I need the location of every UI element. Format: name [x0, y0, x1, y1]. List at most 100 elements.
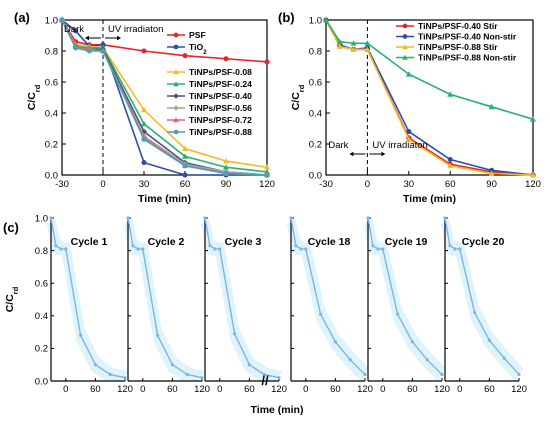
- x-tick-label: 0: [217, 384, 222, 395]
- x-tick-label: 120: [194, 384, 210, 395]
- series-1: [59, 17, 270, 65]
- x-tick-label: 0: [380, 384, 385, 395]
- data-point: [182, 53, 188, 59]
- legend-swatch-marker: [173, 129, 179, 135]
- cycle-label: Cycle 19: [385, 236, 428, 248]
- y-tick-label: 0.2: [35, 344, 48, 355]
- legend-entry: TiNPs/PSF-0.24: [167, 79, 252, 89]
- x-tick-label: 120: [511, 384, 527, 395]
- legend-swatch-marker: [173, 81, 179, 87]
- data-point: [323, 17, 329, 23]
- y-tick-label: 0.8: [45, 46, 58, 57]
- x-tick-label: 30: [404, 179, 415, 190]
- axis-break-mark: //: [261, 373, 269, 388]
- data-point: [319, 312, 323, 316]
- data-point: [79, 333, 83, 337]
- legend-label: TiNPs/PSF-0.56: [189, 103, 252, 113]
- data-point: [182, 145, 188, 152]
- data-point: [182, 163, 188, 169]
- x-tick-label: 120: [259, 179, 275, 190]
- legend-swatch-marker: [173, 32, 179, 38]
- y-tick-label: 0.4: [309, 108, 322, 119]
- data-point: [59, 17, 65, 23]
- plot-frame: [325, 19, 534, 176]
- y-tick-label: 1.0: [35, 213, 48, 224]
- data-point: [108, 372, 112, 377]
- cycle-subplot: 0 60 120 Cycle 2: [124, 216, 210, 395]
- data-point: [447, 162, 454, 169]
- data-point: [299, 247, 303, 251]
- legend-swatch-marker: [173, 117, 179, 123]
- data-point: [100, 42, 106, 48]
- cycle-label: Cycle 18: [308, 236, 351, 248]
- data-point: [208, 244, 212, 248]
- data-point: [289, 216, 293, 220]
- y-tick-label: 0.0: [35, 376, 48, 387]
- data-point: [200, 376, 204, 380]
- y-tick-label: 0.4: [35, 311, 48, 322]
- data-point: [440, 372, 444, 377]
- data-point: [363, 372, 367, 377]
- y-tick-label: 0.0: [45, 170, 58, 181]
- y-tick-label: 0.8: [309, 46, 322, 57]
- x-tick-label: 60: [244, 384, 255, 395]
- data-point: [453, 247, 457, 251]
- legend-label: TiNPs/PSF-0.24: [189, 79, 252, 89]
- x-tick-label: 120: [525, 179, 541, 190]
- data-point: [126, 216, 130, 220]
- x-tick-label: 60: [180, 179, 191, 190]
- data-point: [182, 172, 188, 178]
- series-8: [59, 17, 270, 178]
- data-point: [304, 247, 308, 251]
- data-point: [123, 376, 127, 380]
- data-point: [517, 372, 521, 377]
- y-tick-label: 0.6: [35, 279, 48, 290]
- data-point: [264, 164, 270, 170]
- data-point: [141, 48, 147, 54]
- series-line: [61, 19, 267, 176]
- cycle-subplot: 0 60 120 Cycle 3: [201, 216, 287, 395]
- x-tick-label: 120: [434, 384, 450, 395]
- y-tick-label: 0.4: [45, 108, 58, 119]
- data-point: [223, 158, 229, 164]
- y-tick-label: 1.0: [309, 15, 322, 26]
- data-point: [156, 333, 160, 337]
- x-tick-label: 60: [484, 384, 495, 395]
- x-tick-label: 60: [167, 384, 178, 395]
- legend-label: TiNPs/PSF-0.08: [189, 67, 252, 77]
- data-point: [350, 46, 357, 52]
- panel-a: -30 0 30 60 90 120 0.0 0.2 0.4 0.6 0.8 1.0 Time (min…: [14, 10, 275, 205]
- data-point: [488, 103, 495, 110]
- data-point: [49, 216, 53, 220]
- panel-label: (b): [278, 10, 295, 25]
- data-point: [458, 247, 462, 251]
- data-point: [213, 247, 217, 251]
- data-point: [264, 59, 270, 65]
- data-point: [348, 358, 352, 362]
- x-tick-label: -30: [319, 179, 333, 190]
- data-point: [182, 153, 188, 159]
- legend-label: TiO2: [189, 42, 207, 56]
- legend-entry: TiNPs/PSF-0.08: [167, 67, 252, 77]
- uv-arrowhead: [381, 151, 386, 157]
- x-tick-label: 0: [100, 179, 105, 190]
- dark-arrowhead: [349, 151, 354, 157]
- x-tick-label: 0: [63, 384, 68, 395]
- legend-label: TiNPs/PSF-0.88 Stir: [418, 42, 498, 52]
- legend-label: PSF: [189, 30, 206, 40]
- data-point: [59, 247, 63, 251]
- legend-swatch-marker: [402, 34, 408, 39]
- series-line: [325, 19, 534, 120]
- x-tick-label: 60: [445, 179, 456, 190]
- legend-entry: TiNPs/PSF-0.88 Non-stir: [396, 53, 517, 63]
- data-point: [364, 40, 371, 46]
- x-tick-label: 0: [365, 179, 370, 190]
- legend-swatch-marker: [173, 44, 179, 50]
- x-tick-label: 0: [303, 384, 308, 395]
- panel-b: -30 0 30 60 90 120 0.0 0.2 0.4 0.6 0.8 1.0 Time (min…: [278, 10, 541, 205]
- series-line: [61, 19, 268, 169]
- legend-entry: TiNPs/PSF-0.40: [167, 91, 252, 101]
- data-point: [366, 216, 370, 220]
- dark-label: Dark: [328, 140, 348, 151]
